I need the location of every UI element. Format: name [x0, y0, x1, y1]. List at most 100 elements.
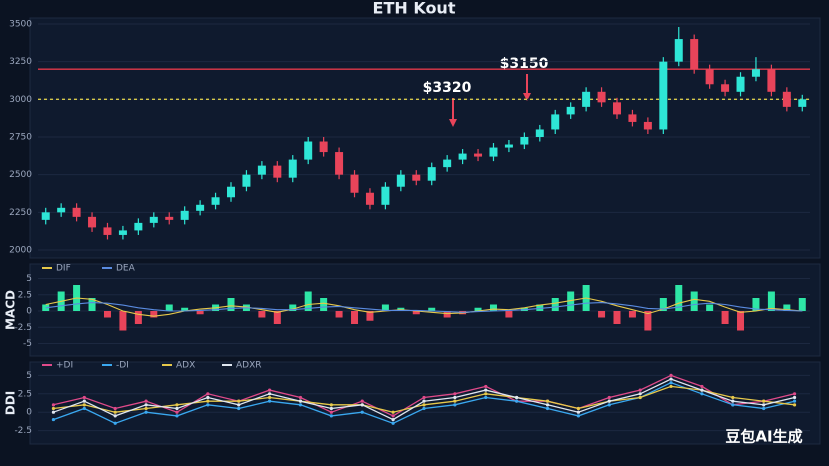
candle-body: [504, 144, 513, 148]
series-point: [700, 384, 704, 389]
series-point: [175, 410, 179, 414]
candle-body: [643, 121, 652, 130]
histogram-bar: [227, 298, 235, 311]
series-point: [113, 406, 117, 411]
candle-body: [767, 69, 776, 92]
candle-body: [319, 141, 328, 153]
histogram-bar: [598, 311, 606, 318]
series-point: [545, 403, 550, 407]
y-tick-label: 3250: [9, 57, 32, 67]
series-point: [607, 399, 611, 403]
series-point: [453, 403, 457, 407]
candle-body: [273, 165, 282, 178]
candle-body: [798, 99, 807, 107]
candle-body: [489, 147, 498, 157]
candle-body: [458, 153, 467, 160]
candle-body: [304, 141, 313, 160]
series-point: [484, 395, 488, 400]
y-tick-label: 0: [26, 307, 32, 317]
series-point: [545, 399, 550, 403]
candle-body: [196, 204, 205, 211]
candle-body: [705, 69, 714, 85]
legend-swatch: [102, 267, 112, 269]
series-point: [762, 406, 766, 411]
histogram-bar: [474, 307, 482, 311]
y-tick-label: 2000: [9, 246, 32, 256]
series-point: [113, 414, 117, 418]
histogram-bar: [505, 311, 513, 318]
histogram-bar: [103, 311, 111, 318]
histogram-bar: [381, 304, 389, 311]
histogram-bar: [428, 307, 436, 311]
series-point: [422, 399, 426, 403]
series-point: [360, 410, 364, 414]
series-point: [669, 373, 673, 377]
histogram-bar: [551, 298, 559, 311]
candle-body: [257, 165, 266, 175]
series-point: [638, 388, 642, 392]
annotation-arrow: [449, 119, 457, 127]
candle-body: [721, 84, 730, 92]
y-tick-label: 2.5: [18, 389, 32, 399]
candle-body: [659, 61, 668, 130]
histogram-bar: [721, 311, 729, 324]
candle-body: [613, 102, 621, 115]
candle-body: [597, 91, 606, 103]
y-tick-label: 5: [26, 274, 32, 284]
candle-body: [396, 174, 405, 187]
series-point: [700, 392, 704, 396]
panel-label: MACD: [4, 290, 18, 330]
series-point: [391, 410, 395, 414]
series-point: [51, 406, 56, 411]
candle-body: [350, 174, 359, 193]
series-point: [144, 403, 148, 407]
candle-body: [674, 39, 683, 62]
series-point: [51, 417, 56, 422]
series-point: [82, 399, 86, 403]
histogram-bar: [119, 311, 127, 331]
series-point: [329, 403, 333, 407]
series-point: [268, 395, 272, 400]
candle-body: [582, 91, 591, 107]
histogram-bar: [320, 298, 328, 311]
legend-label: -DI: [116, 361, 129, 371]
series-point: [329, 410, 333, 414]
candle-body: [335, 152, 344, 175]
series-point: [206, 399, 210, 403]
histogram-bar: [613, 311, 621, 324]
series-point: [82, 395, 86, 400]
series-point: [144, 406, 148, 411]
series-point: [731, 403, 735, 407]
histogram-bar: [706, 304, 714, 311]
candle-body: [566, 106, 575, 115]
series-point: [453, 399, 457, 403]
histogram-bar: [196, 311, 204, 315]
candle-body: [381, 186, 390, 205]
series-point: [175, 414, 179, 418]
series-point: [638, 395, 642, 400]
series-point: [700, 388, 704, 392]
series-point: [391, 414, 395, 418]
candle-body: [690, 39, 699, 70]
candle-body: [57, 207, 66, 213]
series-point: [484, 392, 488, 396]
series-point: [731, 399, 735, 403]
legend-label: ADXR: [236, 361, 262, 371]
y-tick-label: 0: [26, 408, 32, 418]
series-point: [298, 399, 303, 403]
series-point: [360, 403, 364, 407]
series-point: [515, 399, 519, 403]
candle-body: [211, 197, 220, 205]
series-point: [113, 410, 117, 414]
candle-body: [134, 222, 143, 231]
candle-body: [751, 69, 760, 77]
series-point: [515, 395, 519, 400]
candle-body: [149, 216, 158, 223]
histogram-bar: [351, 311, 359, 324]
series-point: [422, 403, 426, 407]
candle-body: [443, 159, 452, 168]
series-point: [268, 388, 272, 392]
series-point: [576, 410, 581, 414]
histogram-bar: [366, 311, 374, 321]
y-tick-label: 2250: [9, 208, 32, 218]
